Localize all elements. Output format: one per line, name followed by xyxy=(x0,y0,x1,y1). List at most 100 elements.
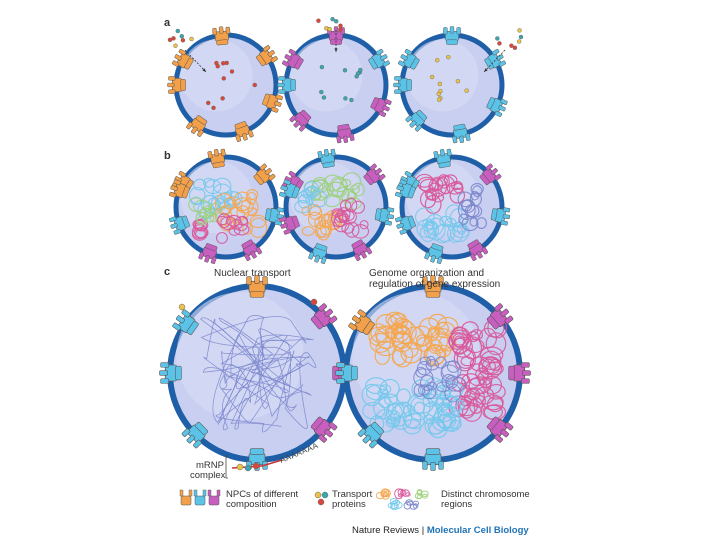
npc-filament xyxy=(465,133,471,141)
npc-filament xyxy=(220,148,226,157)
npc-filament xyxy=(235,134,242,142)
nucleus xyxy=(277,26,392,144)
mrnp-label-line2: complex xyxy=(190,470,226,481)
chromatin-loop xyxy=(397,488,405,496)
nuclear-pore-complex xyxy=(452,123,471,144)
panel-letter-b: b xyxy=(164,150,171,162)
chromatin-loop xyxy=(416,336,432,352)
chromatin-loop xyxy=(365,377,388,395)
chromatin-loop xyxy=(481,358,496,375)
transport-cargo xyxy=(229,69,235,74)
npc-basket xyxy=(479,173,490,186)
chromatin-fiber xyxy=(203,318,292,431)
nucleus xyxy=(159,275,355,471)
chromatin-loop xyxy=(476,217,487,229)
nuclear-pore-complex xyxy=(310,416,338,443)
chromatin-loop xyxy=(194,218,209,232)
npc-filament xyxy=(317,151,323,159)
npc-filament xyxy=(502,214,511,220)
chromatin-loop xyxy=(461,321,479,337)
npc-filament xyxy=(186,434,196,444)
npc-filament xyxy=(204,255,211,263)
npc-filament xyxy=(481,246,489,255)
legend-transport-icon xyxy=(317,498,325,506)
chromatin-loop xyxy=(431,192,445,203)
chromatin-loop xyxy=(342,172,362,191)
transport-cargo xyxy=(509,43,514,48)
chromatin-fiber xyxy=(200,316,310,405)
npc-filament xyxy=(378,110,387,117)
nuclear-pore-complex xyxy=(335,362,358,384)
nuclear-pore-complex xyxy=(397,48,420,70)
npc-filament xyxy=(443,27,448,35)
npc-filament xyxy=(374,168,382,175)
chromatin-loop xyxy=(217,213,231,229)
npc-basket xyxy=(186,321,199,335)
npc-basket xyxy=(262,93,271,106)
transport-cargo xyxy=(349,97,354,103)
npc-filament xyxy=(212,27,217,36)
chromatin-loop xyxy=(193,178,207,191)
chromatin-loop xyxy=(447,224,464,243)
npc-basket xyxy=(486,315,500,330)
npc-filament xyxy=(386,207,395,213)
nucleus-highlight xyxy=(406,39,479,112)
npc-filament xyxy=(430,275,436,284)
legend-chromosome-line2: regions xyxy=(441,499,473,510)
npc-basket xyxy=(407,186,416,199)
chromatin-loop xyxy=(297,190,310,204)
npc-filament xyxy=(459,135,465,144)
chromatin-loop xyxy=(472,185,483,198)
legend-npc-filament xyxy=(216,489,221,497)
chromatin-loop xyxy=(380,488,389,498)
chromatin-loop xyxy=(424,343,446,367)
legend-transport-icon xyxy=(314,491,322,499)
npc-filament xyxy=(167,82,175,88)
nuclear-pore-complex xyxy=(181,422,208,449)
npc-filament xyxy=(382,60,391,67)
npc-filament xyxy=(279,191,287,198)
npc-filament xyxy=(357,309,367,318)
npc-basket xyxy=(241,239,254,249)
chromatin-loop xyxy=(417,384,431,396)
transport-cargo xyxy=(316,18,321,23)
npc-filament xyxy=(422,461,428,470)
chromatin-loop xyxy=(236,200,255,214)
chromatin-loop xyxy=(341,178,352,187)
npc-filament xyxy=(254,275,260,284)
chromatin-loop xyxy=(415,366,427,378)
chromatin-loop xyxy=(307,211,323,228)
chromatin-loop xyxy=(457,400,476,419)
npc-filament xyxy=(308,251,315,260)
transport-cargo xyxy=(327,26,332,32)
npc-basket xyxy=(374,208,382,221)
npc-filament xyxy=(160,378,169,384)
chromatin-loop xyxy=(485,332,507,356)
npc-filament xyxy=(498,105,506,112)
npc-filament xyxy=(280,185,288,192)
npc-filament xyxy=(375,48,384,56)
nuclear-pore-complex xyxy=(395,179,416,199)
mrnp-bracket xyxy=(225,455,228,479)
transport-cargo xyxy=(319,64,325,70)
legend-npc-filament xyxy=(193,489,198,497)
npc-filament xyxy=(324,308,333,318)
chromatin-loop xyxy=(339,199,352,212)
npc-filament xyxy=(262,45,271,52)
chromatin-loop xyxy=(442,413,462,432)
npc-filament xyxy=(191,126,198,134)
transport-cargo xyxy=(310,298,318,306)
npc-filament xyxy=(318,434,327,443)
npc-basket xyxy=(315,243,328,252)
npc-filament xyxy=(395,191,403,198)
nuclear-pore-complex xyxy=(348,309,375,335)
npc-filament xyxy=(268,173,276,181)
transport-cargo xyxy=(333,19,339,24)
npc-filament xyxy=(404,48,413,56)
nuclear-transport-title: Nuclear transport xyxy=(214,268,291,279)
npc-basket xyxy=(180,79,186,91)
nuclear-pore-complex xyxy=(317,148,336,169)
npc-filament xyxy=(275,94,283,101)
npc-filament xyxy=(246,276,252,285)
transport-cargo xyxy=(464,88,469,93)
